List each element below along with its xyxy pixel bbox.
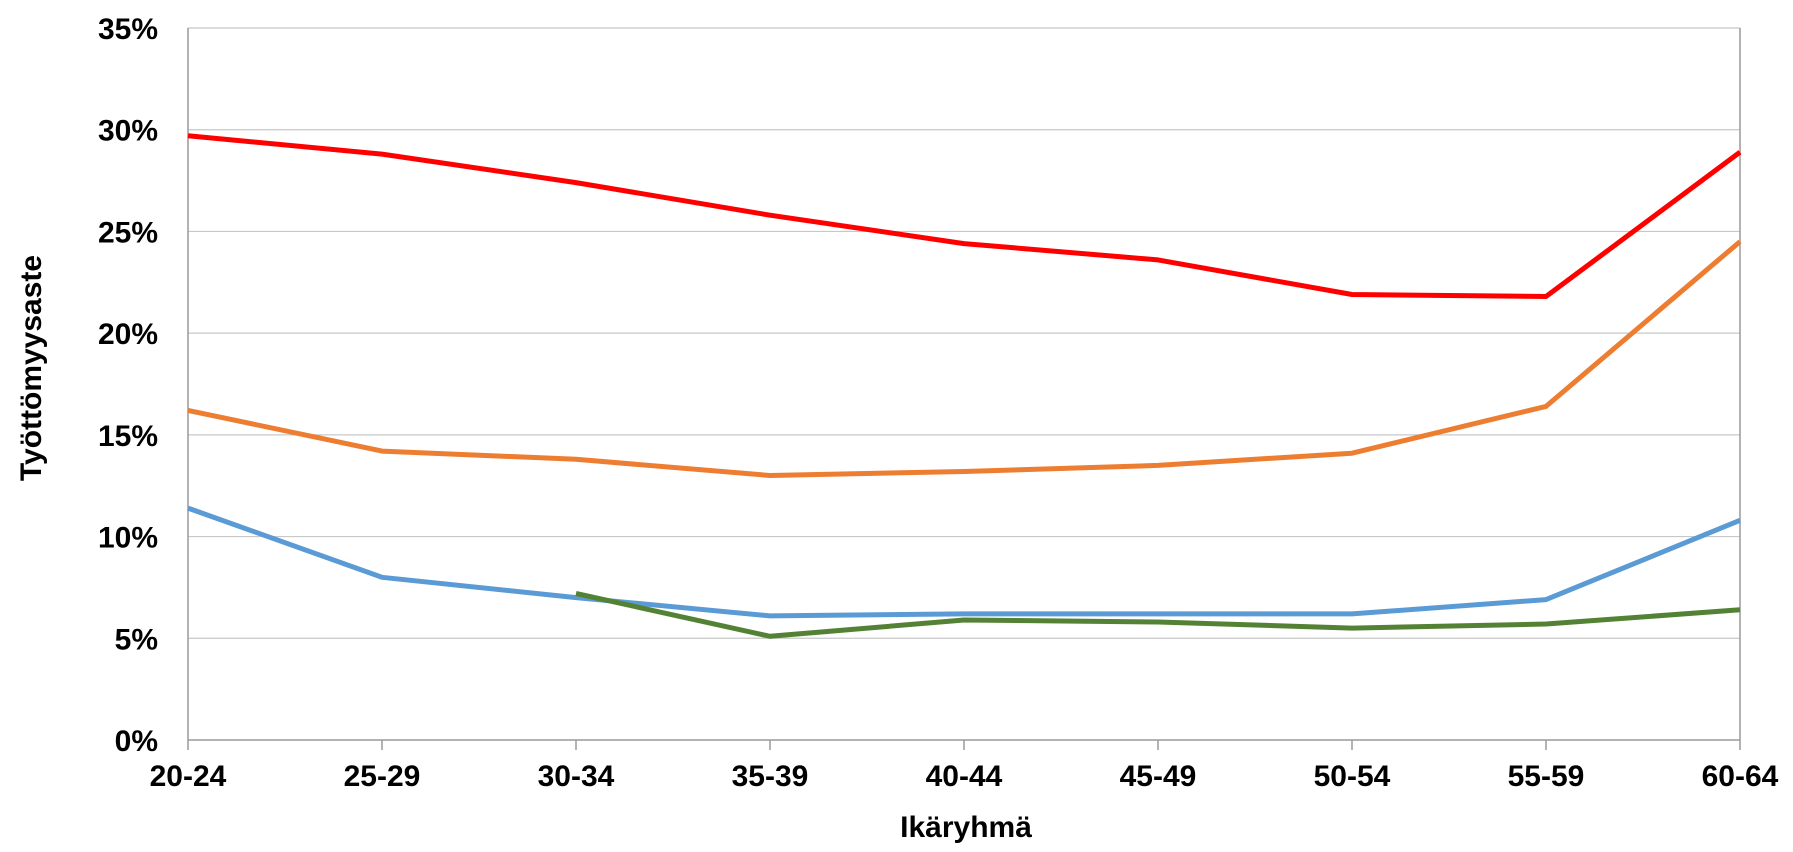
y-tick-label: 35% [98,13,158,46]
gridlines [188,27,1740,639]
series-line-1 [187,133,1742,299]
y-tick-label: 10% [98,522,158,555]
series-line-4 [575,591,1741,639]
axes [187,28,1741,750]
y-tick-label: 30% [98,115,158,148]
x-tick-label: 60-64 [1702,760,1779,793]
x-tick-label: 45-49 [1120,760,1197,793]
y-tick-label: 5% [115,623,158,656]
x-tick-labels: 20-24 25-29 30-34 35-39 40-44 45-49 50-54 55-59… [150,760,1779,793]
y-tick-label: 25% [98,216,158,249]
series-line-2 [187,239,1742,478]
x-tick-label: 50-54 [1314,760,1391,793]
x-tick-label: 20-24 [150,760,227,793]
x-tick-label: 30-34 [538,760,615,793]
x-tick-label: 25-29 [344,760,421,793]
x-axis-title: Ikäryhmä [900,811,1032,844]
y-tick-label: 20% [98,318,158,351]
series-lines [187,133,1742,639]
series-line-3 [187,505,1741,619]
x-tick-label: 35-39 [732,760,809,793]
x-tick-label: 40-44 [926,760,1003,793]
x-tick-label: 55-59 [1508,760,1585,793]
y-axis-title: Työttömyysaste [15,255,48,481]
y-tick-labels: 0% 5% 10% 15% 20% 25% 30% 35% [98,13,158,758]
y-tick-label: 0% [115,725,158,758]
y-tick-label: 15% [98,420,158,453]
